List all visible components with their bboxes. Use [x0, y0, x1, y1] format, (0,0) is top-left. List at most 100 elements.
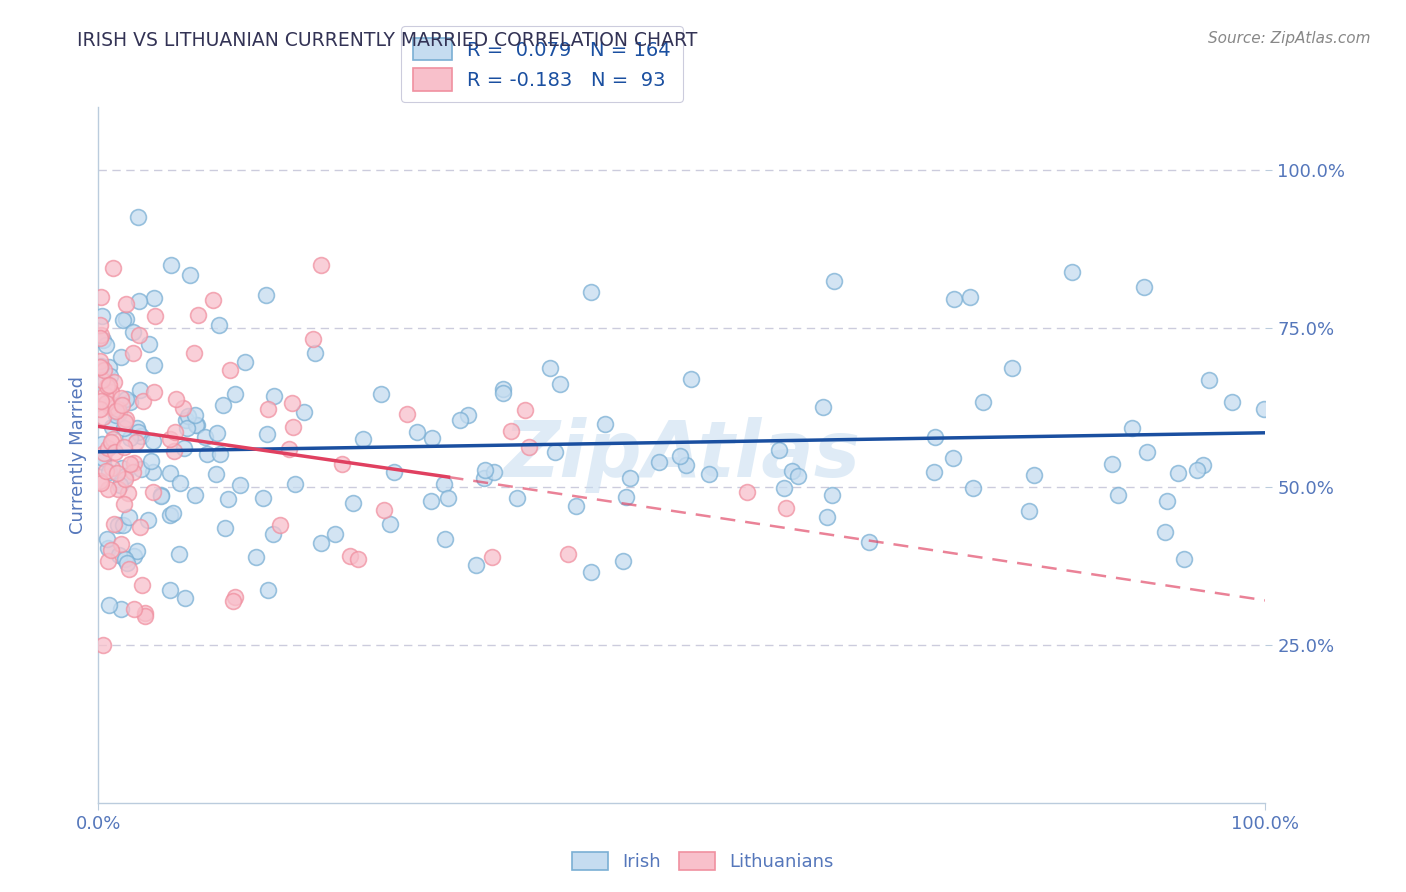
Point — [142, 291, 165, 305]
Point — [108, 548, 131, 562]
Y-axis label: Currently Married: Currently Married — [69, 376, 87, 534]
Point — [134, 609, 156, 624]
Point — [129, 462, 152, 476]
Point — [122, 456, 145, 470]
Point — [114, 468, 136, 483]
Point — [174, 591, 197, 606]
Point — [89, 318, 111, 332]
Point — [125, 544, 148, 558]
Point — [339, 549, 361, 563]
Point — [773, 481, 796, 495]
Point — [352, 432, 374, 446]
Point — [163, 443, 186, 458]
Point — [159, 508, 181, 522]
Point — [90, 290, 112, 304]
Point — [142, 434, 165, 449]
Point — [1107, 488, 1129, 502]
Point — [1062, 265, 1084, 279]
Point — [134, 607, 156, 621]
Point — [165, 425, 187, 439]
Point — [89, 360, 111, 375]
Point — [612, 554, 634, 568]
Point — [224, 590, 246, 604]
Point — [474, 463, 496, 477]
Point — [1198, 373, 1220, 387]
Point — [129, 429, 152, 443]
Text: ZipAtlas: ZipAtlas — [503, 417, 860, 493]
Point — [1156, 494, 1178, 508]
Point — [91, 436, 114, 450]
Point — [786, 469, 808, 483]
Point — [229, 478, 252, 492]
Point — [420, 493, 443, 508]
Point — [208, 318, 231, 332]
Point — [557, 547, 579, 561]
Point — [105, 466, 128, 480]
Point — [93, 363, 115, 377]
Point — [811, 401, 834, 415]
Point — [924, 430, 946, 444]
Point — [125, 434, 148, 449]
Point — [115, 312, 138, 326]
Point — [104, 408, 127, 422]
Point — [136, 513, 159, 527]
Point — [125, 421, 148, 435]
Point — [97, 377, 120, 392]
Point — [775, 501, 797, 516]
Point — [159, 466, 181, 480]
Point — [103, 376, 125, 390]
Point — [449, 413, 471, 427]
Point — [114, 412, 136, 426]
Point — [110, 350, 132, 364]
Point — [121, 325, 143, 339]
Point — [472, 471, 495, 485]
Point — [112, 420, 135, 434]
Point — [257, 401, 280, 416]
Point — [131, 577, 153, 591]
Point — [91, 454, 114, 468]
Point — [942, 451, 965, 466]
Point — [176, 409, 198, 423]
Point — [548, 376, 571, 391]
Point — [212, 398, 235, 412]
Point — [100, 543, 122, 558]
Point — [97, 541, 120, 556]
Point — [89, 474, 111, 488]
Legend: R =  0.079   N = 164, R = -0.183   N =  93: R = 0.079 N = 164, R = -0.183 N = 93 — [401, 26, 682, 103]
Point — [120, 431, 142, 445]
Point — [169, 475, 191, 490]
Point — [159, 258, 181, 272]
Point — [107, 518, 129, 533]
Point — [111, 312, 134, 326]
Point — [112, 498, 135, 512]
Point — [91, 639, 114, 653]
Point — [110, 391, 132, 405]
Point — [420, 431, 443, 445]
Point — [675, 458, 697, 473]
Point — [104, 445, 127, 459]
Point — [565, 499, 588, 513]
Point — [131, 393, 153, 408]
Point — [89, 402, 111, 417]
Point — [96, 337, 118, 351]
Point — [159, 432, 181, 446]
Point — [139, 454, 162, 468]
Point — [120, 457, 142, 471]
Point — [252, 491, 274, 506]
Point — [165, 392, 187, 406]
Point — [91, 309, 114, 323]
Point — [142, 358, 165, 372]
Point — [112, 440, 135, 454]
Point — [815, 510, 838, 524]
Point — [679, 372, 702, 386]
Point — [96, 379, 118, 393]
Point — [972, 394, 994, 409]
Point — [959, 290, 981, 304]
Point — [943, 293, 966, 307]
Point — [122, 602, 145, 616]
Point — [1024, 467, 1046, 482]
Point — [922, 465, 945, 479]
Point — [104, 404, 127, 418]
Point — [1018, 504, 1040, 518]
Point — [90, 476, 112, 491]
